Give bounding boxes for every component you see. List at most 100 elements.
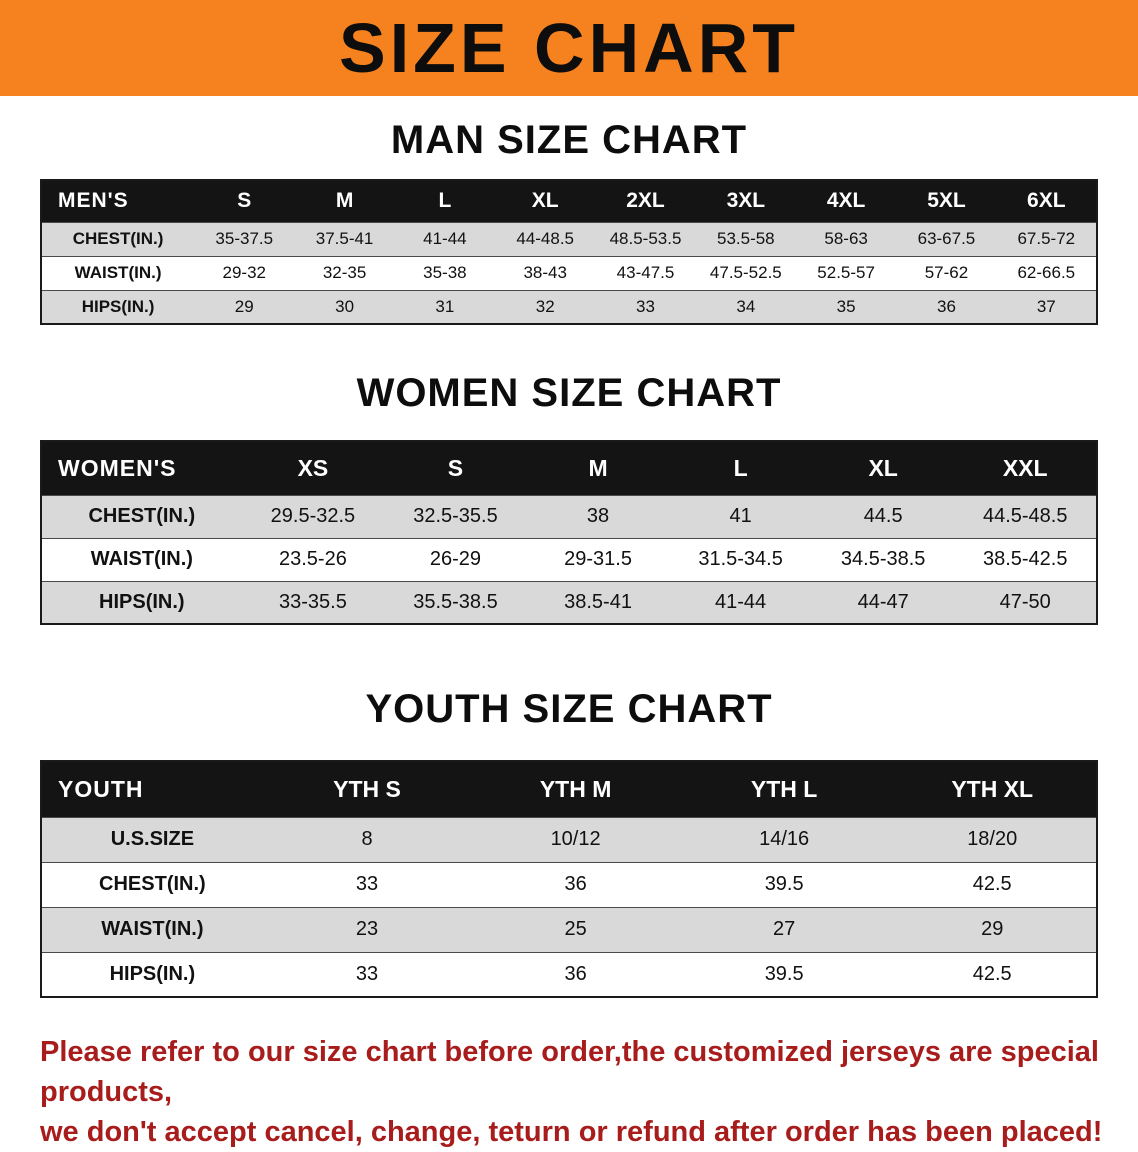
table-cell: 29.5-32.5 — [241, 494, 385, 538]
table-cell: 37.5-41 — [294, 221, 395, 256]
row-label: CHEST(IN.) — [41, 494, 242, 538]
table-cell: 25 — [471, 906, 680, 952]
table-cell: 38 — [526, 494, 670, 538]
table-cell: 38.5-42.5 — [954, 537, 1097, 581]
table-cell: 44.5-48.5 — [954, 494, 1097, 538]
table-cell: 36 — [471, 951, 680, 997]
row-label: WAIST(IN.) — [41, 537, 242, 581]
table-cell: 35 — [795, 289, 897, 324]
row-label: HIPS(IN.) — [41, 580, 242, 624]
table-cell: 33 — [595, 289, 696, 324]
table-cell: 41 — [669, 494, 812, 538]
column-header: 5XL — [896, 180, 997, 222]
table-cell: 39.5 — [679, 861, 889, 907]
column-header: XL — [811, 441, 955, 495]
footer-note: Please refer to our size chart before or… — [40, 1032, 1108, 1152]
table-cell: 23.5-26 — [241, 537, 385, 581]
table-cell: 44-48.5 — [495, 221, 596, 256]
table-cell: 34 — [695, 289, 796, 324]
table-cell: 23 — [262, 906, 472, 952]
row-label: HIPS(IN.) — [41, 951, 263, 997]
table-cell: 10/12 — [471, 816, 680, 862]
table-cell: 36 — [896, 289, 997, 324]
column-header: M — [294, 180, 395, 222]
table-row: CHEST(IN.) 33 36 39.5 42.5 — [41, 861, 1097, 907]
table-cell: 58-63 — [795, 221, 897, 256]
table-cell: 41-44 — [394, 221, 496, 256]
table-cell: 57-62 — [896, 255, 997, 290]
table-label-header: MEN'S — [41, 180, 195, 222]
table-cell: 42.5 — [888, 951, 1097, 997]
table-cell: 48.5-53.5 — [595, 221, 696, 256]
table-cell: 35-38 — [394, 255, 496, 290]
size-chart-banner: SIZE CHART — [0, 0, 1138, 96]
table-header-row: MEN'S S M L XL 2XL 3XL 4XL 5XL 6XL — [41, 180, 1097, 222]
youth-section-title: YOUTH SIZE CHART — [365, 687, 773, 731]
table-cell: 42.5 — [888, 861, 1097, 907]
table-row: CHEST(IN.) 29.5-32.5 32.5-35.5 38 41 44.5 44.5… — [41, 494, 1097, 538]
table-cell: 14/16 — [679, 816, 889, 862]
table-cell: 32 — [495, 289, 596, 324]
column-header: YTH M — [471, 761, 680, 817]
table-cell: 41-44 — [669, 580, 812, 624]
table-cell: 47.5-52.5 — [695, 255, 796, 290]
footer-line-2: we don't accept cancel, change, teturn o… — [40, 1116, 1103, 1149]
table-cell: 32-35 — [294, 255, 395, 290]
table-cell: 30 — [294, 289, 395, 324]
table-cell: 44-47 — [811, 580, 955, 624]
column-header: 2XL — [595, 180, 696, 222]
table-cell: 31 — [394, 289, 496, 324]
youth-size-table: YOUTH YTH S YTH M YTH L YTH XL U.S.SIZE 8 10/12… — [40, 760, 1098, 998]
table-cell: 31.5-34.5 — [669, 537, 812, 581]
table-cell: 35.5-38.5 — [384, 580, 527, 624]
column-header: YTH S — [262, 761, 472, 817]
table-cell: 29-31.5 — [526, 537, 670, 581]
men-section-title: MAN SIZE CHART — [390, 118, 748, 162]
table-cell: 33-35.5 — [241, 580, 385, 624]
table-header-row: YOUTH YTH S YTH M YTH L YTH XL — [41, 761, 1097, 817]
column-header: XS — [241, 441, 385, 495]
men-size-section: MAN SIZE CHART MEN'S S M L XL 2XL 3XL 4XL 5XL 6XL… — [0, 118, 1138, 325]
row-label: HIPS(IN.) — [41, 289, 195, 324]
row-label: CHEST(IN.) — [41, 861, 263, 907]
table-row: HIPS(IN.) 29 30 31 32 33 34 35 36 37 — [41, 289, 1097, 324]
table-cell: 8 — [262, 816, 472, 862]
table-cell: 52.5-57 — [795, 255, 897, 290]
column-header: M — [526, 441, 670, 495]
column-header: 3XL — [695, 180, 796, 222]
table-cell: 32.5-35.5 — [384, 494, 527, 538]
table-cell: 26-29 — [384, 537, 527, 581]
women-size-table: WOMEN'S XS S M L XL XXL CHEST(IN.) 29.5-32.5 32.5… — [40, 440, 1098, 625]
table-row: CHEST(IN.) 35-37.5 37.5-41 41-44 44-48.5 48.5… — [41, 221, 1097, 256]
row-label: U.S.SIZE — [41, 816, 263, 862]
row-label: WAIST(IN.) — [41, 906, 263, 952]
table-cell: 18/20 — [888, 816, 1097, 862]
table-cell: 37 — [996, 289, 1097, 324]
table-cell: 29 — [194, 289, 295, 324]
column-header: XL — [495, 180, 596, 222]
row-label: WAIST(IN.) — [41, 255, 195, 290]
table-cell: 53.5-58 — [695, 221, 796, 256]
column-header: XXL — [954, 441, 1097, 495]
table-row: U.S.SIZE 8 10/12 14/16 18/20 — [41, 816, 1097, 862]
column-header: L — [394, 180, 496, 222]
table-cell: 47-50 — [954, 580, 1097, 624]
table-row: WAIST(IN.) 29-32 32-35 35-38 38-43 43-47.5 47.… — [41, 255, 1097, 290]
table-cell: 38.5-41 — [526, 580, 670, 624]
table-cell: 33 — [262, 951, 472, 997]
table-cell: 27 — [679, 906, 889, 952]
table-label-header: YOUTH — [41, 761, 263, 817]
table-label-header: WOMEN'S — [41, 441, 242, 495]
column-header: YTH XL — [888, 761, 1097, 817]
column-header: S — [194, 180, 295, 222]
table-cell: 35-37.5 — [194, 221, 295, 256]
table-cell: 43-47.5 — [595, 255, 696, 290]
column-header: L — [669, 441, 812, 495]
table-cell: 34.5-38.5 — [811, 537, 955, 581]
table-cell: 63-67.5 — [896, 221, 997, 256]
table-row: WAIST(IN.) 23 25 27 29 — [41, 906, 1097, 952]
table-row: HIPS(IN.) 33 36 39.5 42.5 — [41, 951, 1097, 997]
table-cell: 36 — [471, 861, 680, 907]
men-size-table: MEN'S S M L XL 2XL 3XL 4XL 5XL 6XL CHEST(IN.) 35-37… — [40, 179, 1098, 325]
table-cell: 67.5-72 — [996, 221, 1097, 256]
